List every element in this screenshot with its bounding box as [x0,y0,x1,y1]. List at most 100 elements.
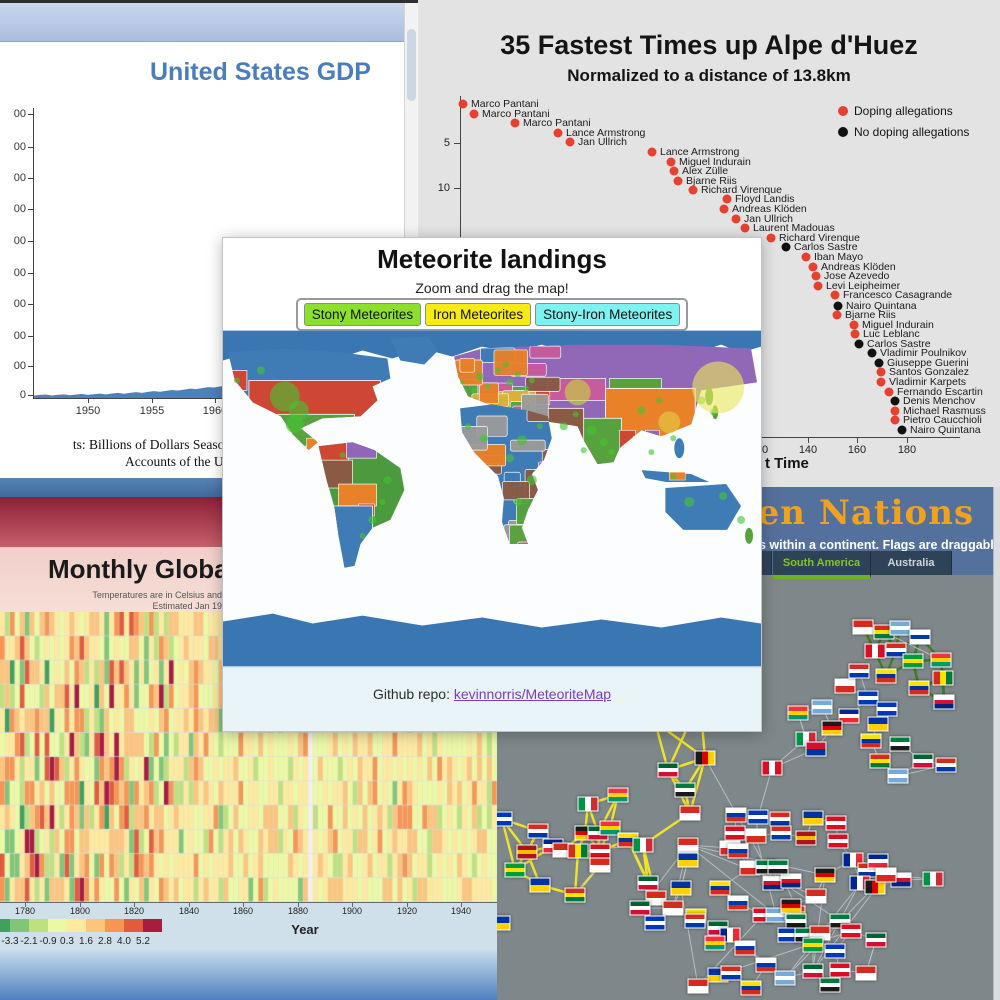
rider-dot[interactable] [867,348,877,358]
country-flag-node[interactable] [869,753,891,769]
meteorite-circle[interactable] [256,366,265,375]
meteorite-circle[interactable] [494,367,501,374]
country-flag-node[interactable] [770,825,792,841]
country-flag-node[interactable] [827,833,849,849]
gdp-scrollbar-thumb[interactable] [407,29,416,101]
country-flag-node[interactable] [767,859,789,875]
country-flag-node[interactable] [876,701,898,717]
country-flag-node[interactable] [860,733,882,749]
country-flag-node[interactable] [787,705,809,721]
country-flag-node[interactable] [504,862,526,878]
rider-dot[interactable] [458,99,468,109]
meteorite-circle[interactable] [505,454,514,463]
rider-dot[interactable] [832,310,842,320]
rider-dot[interactable] [669,166,679,176]
country-flag-node[interactable] [516,844,538,860]
rider-dot[interactable] [890,396,900,406]
country-flag-node[interactable] [761,760,783,776]
rider-dot[interactable] [647,147,657,157]
country-flag-node[interactable] [933,694,955,710]
meteorite-circle[interactable] [516,435,527,446]
meteorite-circle[interactable] [383,476,392,485]
country-flag-node[interactable] [769,811,791,827]
meteorite-circle[interactable] [513,498,522,506]
country-flag-node[interactable] [848,663,870,679]
rider-dot[interactable] [766,233,776,243]
country-flag-node[interactable] [599,820,621,836]
country-flag-node[interactable] [902,653,924,669]
country-flag-node[interactable] [824,943,846,959]
country-flag-node[interactable] [819,977,841,993]
country-flag-node[interactable] [657,762,679,778]
country-flag-node[interactable] [527,823,549,839]
country-flag-node[interactable] [674,782,696,798]
rider-dot[interactable] [876,367,886,377]
meteorite-circle[interactable] [465,423,472,430]
rider-dot[interactable] [849,320,859,330]
meteorite-circle[interactable] [471,387,478,394]
rider-dot[interactable] [801,252,811,262]
country-flag-node[interactable] [747,809,769,825]
country-flag-node[interactable] [802,937,824,953]
country-flag-node[interactable] [724,825,746,841]
country-flag-node[interactable] [864,879,886,895]
country-flag-node[interactable] [821,720,843,736]
rider-dot[interactable] [813,281,823,291]
meteorite-circle[interactable] [379,498,386,505]
meteorite-circle[interactable] [528,377,535,384]
rider-dot[interactable] [890,406,900,416]
rider-dot[interactable] [781,242,791,252]
meteorite-circle[interactable] [339,452,346,459]
country-flag-node[interactable] [589,857,611,873]
rider-dot[interactable] [510,118,520,128]
meteorite-circle[interactable] [502,361,509,368]
rider-dot[interactable] [890,415,900,425]
country-flag-node[interactable] [889,736,911,752]
meteorite-circle[interactable] [476,372,485,381]
country-flag-node[interactable] [887,768,909,784]
rider-dot[interactable] [722,194,732,204]
meteorite-circle[interactable] [564,379,591,406]
meteorite-circle[interactable] [559,422,568,431]
meteorite-circle[interactable] [737,515,746,524]
meteorite-circle[interactable] [637,406,646,415]
rider-dot[interactable] [808,262,818,272]
rider-dot[interactable] [666,157,676,167]
github-repo-link[interactable]: kevinnorris/MeteoriteMap [453,686,612,702]
rider-dot[interactable] [740,223,750,233]
country-flag-node[interactable] [755,957,777,973]
meteorite-circle[interactable] [480,434,489,443]
meteorite-circle[interactable] [460,380,465,385]
meteorite-circle[interactable] [670,435,677,442]
country-flag-node[interactable] [780,898,802,914]
rider-dot[interactable] [830,290,840,300]
meteorite-circle[interactable] [522,385,529,392]
country-flag-node[interactable] [864,643,886,659]
country-flag-node[interactable] [912,753,934,769]
rider-dot[interactable] [565,137,575,147]
country-flag-node[interactable] [607,787,629,803]
rider-dot[interactable] [811,271,821,281]
country-flag-node[interactable] [709,880,731,896]
rider-dot[interactable] [854,339,864,349]
meteorite-circle[interactable] [684,497,695,507]
meteorite-filter-button[interactable]: Iron Meteorites [425,303,532,326]
meteorite-circle[interactable] [233,377,240,384]
meteorite-circle[interactable] [359,532,366,539]
rider-dot[interactable] [469,109,479,119]
country-flag-node[interactable] [857,690,879,706]
country-flag-node[interactable] [829,962,851,978]
country-flag-node[interactable] [745,828,767,844]
country-flag-node[interactable] [889,620,911,636]
world-map[interactable] [223,330,761,667]
country-flag-node[interactable] [825,815,847,831]
country-flag-node[interactable] [885,642,907,658]
country-flag-node[interactable] [734,940,756,956]
rider-dot[interactable] [833,301,843,311]
country-flag-node[interactable] [670,880,692,896]
meteorite-circle[interactable] [368,515,377,524]
country-flag-node[interactable] [875,668,897,684]
country-flag-node[interactable] [720,965,742,981]
meteorite-circle[interactable] [288,400,309,421]
meteorite-circle[interactable] [580,447,587,454]
